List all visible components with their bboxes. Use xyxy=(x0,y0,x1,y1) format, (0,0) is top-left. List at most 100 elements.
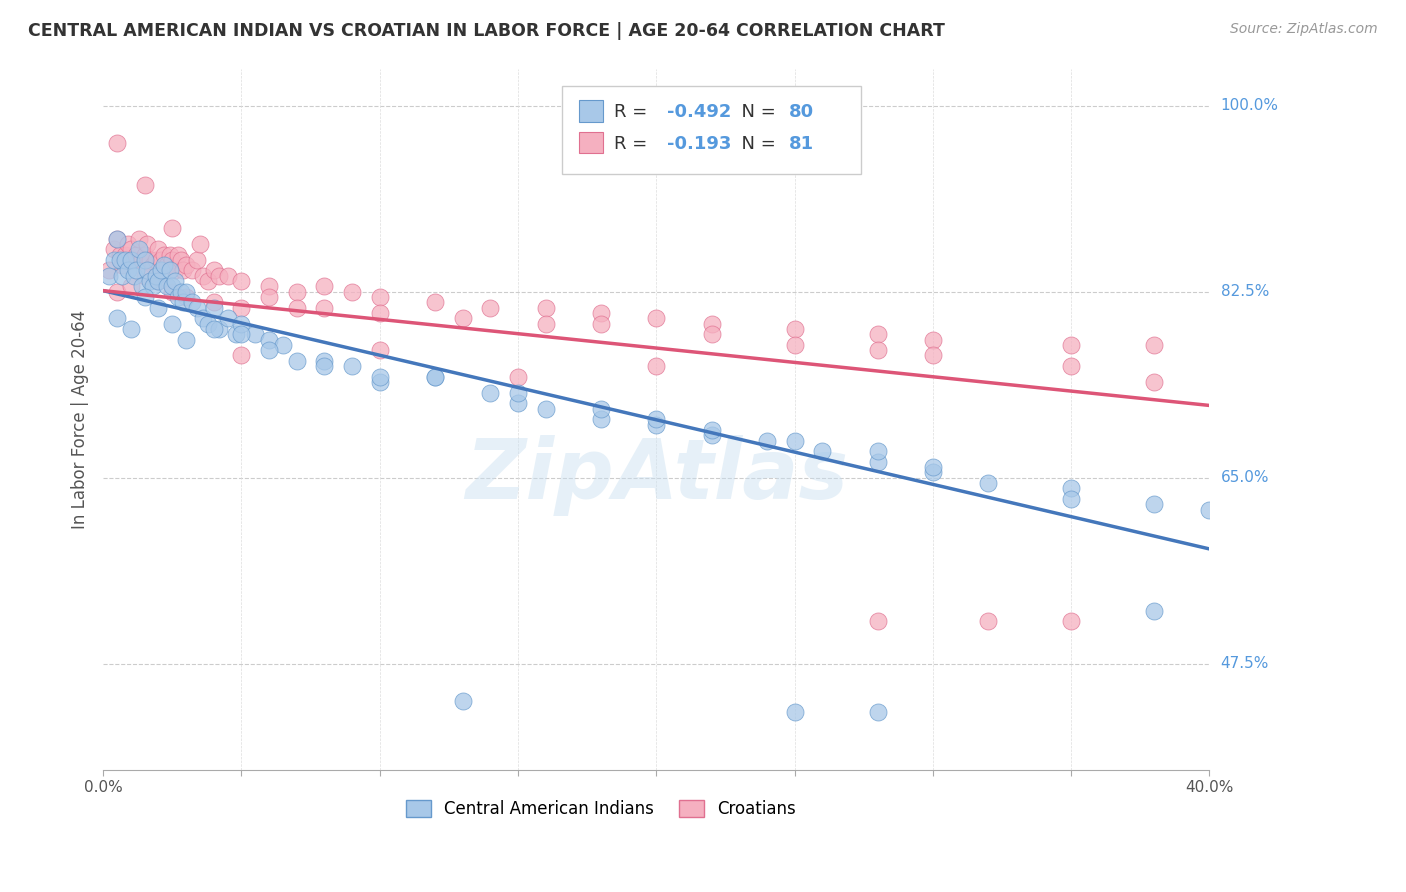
Point xyxy=(368,375,391,389)
Point xyxy=(368,290,391,304)
Point xyxy=(186,301,208,315)
Point xyxy=(114,252,136,267)
Point xyxy=(120,242,142,256)
Point xyxy=(111,258,134,272)
Point xyxy=(136,263,159,277)
Point xyxy=(139,274,162,288)
Text: 82.5%: 82.5% xyxy=(1220,285,1268,299)
Legend: Central American Indians, Croatians: Central American Indians, Croatians xyxy=(399,793,803,825)
Point xyxy=(1060,481,1083,495)
Point xyxy=(231,274,253,288)
Point xyxy=(645,412,668,426)
Point xyxy=(451,311,474,326)
Point xyxy=(131,279,153,293)
Point xyxy=(202,301,225,315)
Point xyxy=(1060,491,1083,506)
Point xyxy=(645,417,668,432)
Point xyxy=(134,252,156,267)
Text: N =: N = xyxy=(730,103,782,121)
Point xyxy=(257,333,280,347)
Point xyxy=(340,285,363,299)
Point xyxy=(153,258,176,272)
Point xyxy=(257,290,280,304)
Point xyxy=(172,295,194,310)
Point xyxy=(921,466,943,480)
Point xyxy=(534,301,557,315)
Point xyxy=(191,268,214,283)
Point xyxy=(1198,502,1220,516)
Text: 81: 81 xyxy=(789,135,814,153)
Point xyxy=(1143,497,1166,511)
Point xyxy=(197,317,219,331)
Point xyxy=(156,279,179,293)
Point xyxy=(1060,359,1083,373)
Point xyxy=(125,263,148,277)
Point xyxy=(285,301,308,315)
Point xyxy=(172,263,194,277)
Point xyxy=(162,285,184,299)
Point xyxy=(866,343,889,358)
Text: 65.0%: 65.0% xyxy=(1220,470,1270,485)
Point xyxy=(139,252,162,267)
Point xyxy=(97,268,120,283)
Point xyxy=(103,252,125,267)
Point xyxy=(202,295,225,310)
Point xyxy=(866,444,889,458)
Point xyxy=(145,268,167,283)
Point xyxy=(257,279,280,293)
Point xyxy=(314,359,336,373)
Point xyxy=(783,705,806,719)
Point xyxy=(142,258,165,272)
Point xyxy=(128,242,150,256)
Point xyxy=(423,295,446,310)
Point xyxy=(700,317,723,331)
Point xyxy=(479,301,502,315)
Point xyxy=(479,385,502,400)
Point xyxy=(120,279,142,293)
Point xyxy=(1143,603,1166,617)
Point xyxy=(163,274,186,288)
Point xyxy=(153,247,176,261)
FancyBboxPatch shape xyxy=(579,132,603,153)
Point xyxy=(150,252,173,267)
Point xyxy=(866,455,889,469)
Point xyxy=(108,252,131,267)
Point xyxy=(122,268,145,283)
Point xyxy=(340,359,363,373)
Point xyxy=(700,327,723,342)
Point xyxy=(208,322,231,336)
Text: 47.5%: 47.5% xyxy=(1220,657,1268,671)
Point xyxy=(423,369,446,384)
Point xyxy=(285,285,308,299)
Point xyxy=(148,242,170,256)
Point xyxy=(202,263,225,277)
Point xyxy=(783,338,806,352)
FancyBboxPatch shape xyxy=(579,100,603,122)
Point xyxy=(257,343,280,358)
Text: R =: R = xyxy=(614,135,654,153)
Point xyxy=(217,268,239,283)
Point xyxy=(506,369,529,384)
Point xyxy=(314,279,336,293)
Point xyxy=(162,252,184,267)
Point xyxy=(197,274,219,288)
Point xyxy=(866,614,889,628)
Point xyxy=(783,434,806,448)
Point xyxy=(111,268,134,283)
Text: 100.0%: 100.0% xyxy=(1220,98,1278,113)
Point xyxy=(159,263,181,277)
Point xyxy=(162,317,184,331)
Point xyxy=(188,236,211,251)
Point xyxy=(645,359,668,373)
Text: -0.193: -0.193 xyxy=(668,135,731,153)
Point xyxy=(921,460,943,475)
Point xyxy=(136,236,159,251)
Point xyxy=(105,285,128,299)
Point xyxy=(105,311,128,326)
Point xyxy=(162,221,184,235)
Point xyxy=(368,306,391,320)
Point xyxy=(811,444,834,458)
Point xyxy=(174,333,197,347)
Point xyxy=(134,178,156,193)
Point xyxy=(314,353,336,368)
